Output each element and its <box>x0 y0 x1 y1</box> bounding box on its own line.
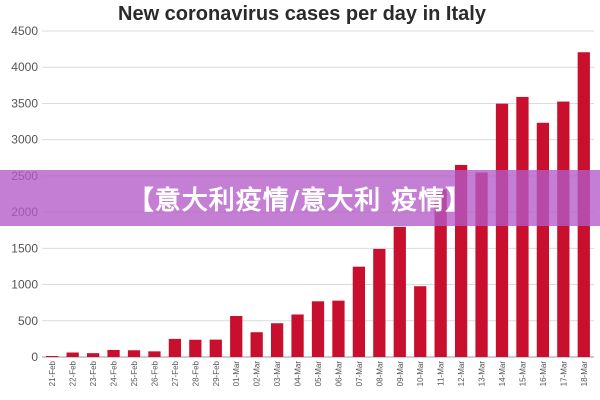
x-tick-label: 16-Mar <box>539 361 548 387</box>
x-tick-label: 02-Mar <box>253 361 262 387</box>
bar <box>168 338 182 357</box>
bar <box>495 103 509 358</box>
bar <box>46 355 59 357</box>
y-tick-label: 3000 <box>11 133 38 147</box>
bar <box>393 226 406 357</box>
x-tick-label: 25-Feb <box>130 360 139 386</box>
x-tick-label: 01-Mar <box>232 361 241 387</box>
x-tick-label: 28-Feb <box>191 360 200 386</box>
bar <box>230 315 243 357</box>
x-tick-label: 05-Mar <box>314 361 323 387</box>
x-tick-label: 14-Mar <box>498 361 507 387</box>
y-tick-label: 0 <box>31 350 38 364</box>
bar <box>516 96 529 358</box>
bar <box>189 339 202 357</box>
bar <box>66 352 79 357</box>
x-tick-label: 09-Mar <box>396 361 405 387</box>
x-tick-label: 12-Mar <box>457 361 466 387</box>
x-tick-label: 08-Mar <box>375 361 384 387</box>
bar <box>270 323 284 357</box>
y-tick-label: 500 <box>18 314 38 328</box>
x-tick-label: 13-Mar <box>478 361 487 387</box>
bar <box>148 351 161 357</box>
bar <box>291 314 304 357</box>
bar <box>250 332 263 357</box>
bar <box>311 301 325 357</box>
bars <box>46 52 590 358</box>
x-tick-label: 11-Mar <box>437 361 446 386</box>
bar <box>107 349 120 357</box>
x-axis-tick-labels: 21-Feb 22-Feb 23-Feb 24-Feb 25-Feb 26-Feb 27-F… <box>48 360 589 386</box>
x-tick-label: 04-Mar <box>294 361 303 387</box>
chart-title: New coronavirus cases per day in Italy <box>118 3 486 25</box>
bar <box>414 286 427 357</box>
bar <box>373 248 386 357</box>
y-tick-label: 4000 <box>11 60 38 74</box>
bar <box>209 339 222 357</box>
y-tick-label: 3500 <box>11 96 38 110</box>
banner-text: 【意大利疫情/意大利 疫情】 <box>127 185 473 216</box>
bar <box>86 353 100 357</box>
bar <box>127 350 141 357</box>
x-tick-label: 17-Mar <box>559 361 568 387</box>
y-tick-label: 4500 <box>11 24 38 38</box>
overlay-banner: 【意大利疫情/意大利 疫情】 <box>0 170 600 226</box>
x-tick-label: 27-Feb <box>171 360 180 386</box>
x-tick-label: 24-Feb <box>110 360 119 386</box>
bar <box>434 189 447 357</box>
x-tick-label: 29-Feb <box>212 360 221 386</box>
bar <box>557 101 570 358</box>
x-tick-label: 23-Feb <box>89 360 98 386</box>
x-tick-label: 18-Mar <box>580 361 589 387</box>
x-tick-label: 21-Feb <box>48 360 57 386</box>
bar <box>536 122 550 357</box>
y-tick-label: 1000 <box>11 278 38 292</box>
x-tick-label: 22-Feb <box>69 360 78 386</box>
y-tick-label: 1500 <box>11 241 38 255</box>
x-tick-label: 07-Mar <box>355 361 364 387</box>
bar <box>332 300 345 357</box>
x-tick-label: 03-Mar <box>273 361 282 387</box>
x-tick-label: 06-Mar <box>334 361 343 387</box>
x-tick-label: 10-Mar <box>416 361 425 387</box>
x-tick-label: 26-Feb <box>150 360 159 386</box>
bar <box>352 266 366 357</box>
x-tick-label: 15-Mar <box>518 361 527 387</box>
